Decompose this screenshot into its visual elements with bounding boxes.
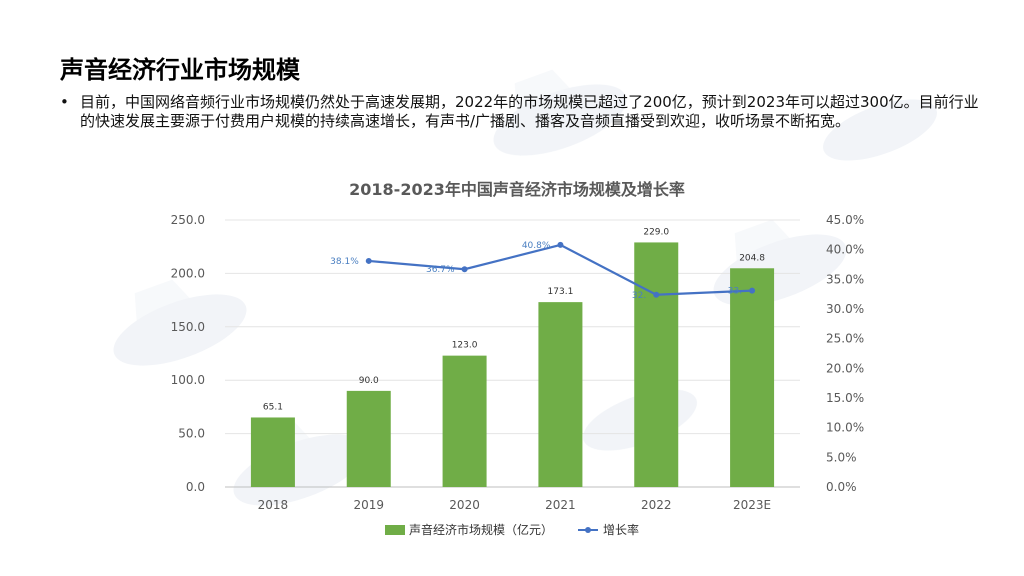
bar-series: 65.1 90.0 123.0 173.1 229.0 204.8 bbox=[250, 227, 775, 487]
line-data-label: 33. bbox=[728, 287, 742, 297]
y-right-tick-label: 0.0% bbox=[826, 480, 857, 494]
legend-line-label: 增长率 bbox=[603, 522, 639, 537]
legend-line-marker bbox=[585, 527, 591, 533]
x-tick-label: 2020 bbox=[449, 498, 480, 512]
gridlines bbox=[225, 219, 800, 488]
line-data-label: 40.8% bbox=[522, 241, 551, 251]
chart-title: 2018-2023年中国声音经济市场规模及增长率 bbox=[349, 180, 685, 199]
bullet-paragraph: • 目前，中国网络音频行业市场规模仍然处于高速发展期，2022年的市场规模已超过… bbox=[60, 93, 980, 131]
legend: 声音经济市场规模（亿元） 增长率 bbox=[385, 522, 639, 537]
x-tick-label: 2018 bbox=[258, 498, 289, 512]
bar-data-label: 204.8 bbox=[739, 253, 765, 263]
y-right-tick-label: 10.0% bbox=[826, 421, 864, 435]
bar bbox=[250, 417, 295, 487]
bar-data-label: 123.0 bbox=[452, 341, 478, 351]
y-right-tick-label: 25.0% bbox=[826, 332, 864, 346]
y-left-tick-label: 200.0 bbox=[171, 266, 205, 280]
y-right-tick-label: 30.0% bbox=[826, 302, 864, 316]
y-right-tick-label: 40.0% bbox=[826, 243, 864, 257]
bar-data-label: 90.0 bbox=[359, 376, 379, 386]
y-right-tick-label: 5.0% bbox=[826, 450, 857, 464]
line-point bbox=[557, 241, 564, 248]
line-data-label: 32. bbox=[632, 291, 646, 301]
bar-data-label: 229.0 bbox=[643, 227, 669, 237]
line-data-label: 36.7% bbox=[426, 265, 455, 275]
bullet-text: 目前，中国网络音频行业市场规模仍然处于高速发展期，2022年的市场规模已超过了2… bbox=[80, 93, 979, 130]
y-left-tick-label: 50.0 bbox=[178, 427, 205, 441]
y-axis-right: 0.0% 5.0% 10.0% 15.0% 20.0% 25.0% 30.0% 35.0% 40… bbox=[826, 213, 864, 494]
line-data-label: 38.1% bbox=[330, 257, 359, 267]
x-tick-label: 2021 bbox=[545, 498, 576, 512]
y-right-tick-label: 15.0% bbox=[826, 391, 864, 405]
legend-bar-swatch bbox=[385, 525, 405, 535]
legend-bar-label: 声音经济市场规模（亿元） bbox=[409, 522, 553, 537]
bar bbox=[346, 390, 391, 487]
bar-data-label: 173.1 bbox=[548, 287, 574, 297]
y-left-tick-label: 250.0 bbox=[171, 213, 205, 227]
bar bbox=[538, 302, 583, 487]
y-right-tick-label: 20.0% bbox=[826, 361, 864, 375]
y-left-tick-label: 100.0 bbox=[171, 373, 205, 387]
y-right-tick-label: 45.0% bbox=[826, 213, 864, 227]
y-left-tick-label: 150.0 bbox=[171, 320, 205, 334]
y-left-tick-label: 0.0 bbox=[186, 480, 205, 494]
bar bbox=[634, 242, 679, 487]
line-point bbox=[461, 266, 468, 273]
bullet-marker: • bbox=[60, 93, 69, 111]
line-point bbox=[365, 257, 372, 264]
y-right-tick-label: 35.0% bbox=[826, 272, 864, 286]
line-point bbox=[653, 291, 660, 298]
x-tick-label: 2023E bbox=[733, 498, 771, 512]
x-tick-label: 2019 bbox=[353, 498, 384, 512]
y-axis-left: 0.0 50.0 100.0 150.0 200.0 250.0 bbox=[171, 213, 205, 494]
x-tick-label: 2022 bbox=[641, 498, 672, 512]
bar bbox=[442, 355, 487, 487]
line-series: 38.1% 36.7% 40.8% 32. 33. bbox=[330, 241, 756, 301]
x-axis: 2018 2019 2020 2021 2022 2023E bbox=[258, 498, 772, 512]
slide-title: 声音经济行业市场规模 bbox=[60, 56, 300, 84]
bar-data-label: 65.1 bbox=[263, 402, 283, 412]
line-point bbox=[749, 287, 756, 294]
bar bbox=[730, 268, 775, 487]
